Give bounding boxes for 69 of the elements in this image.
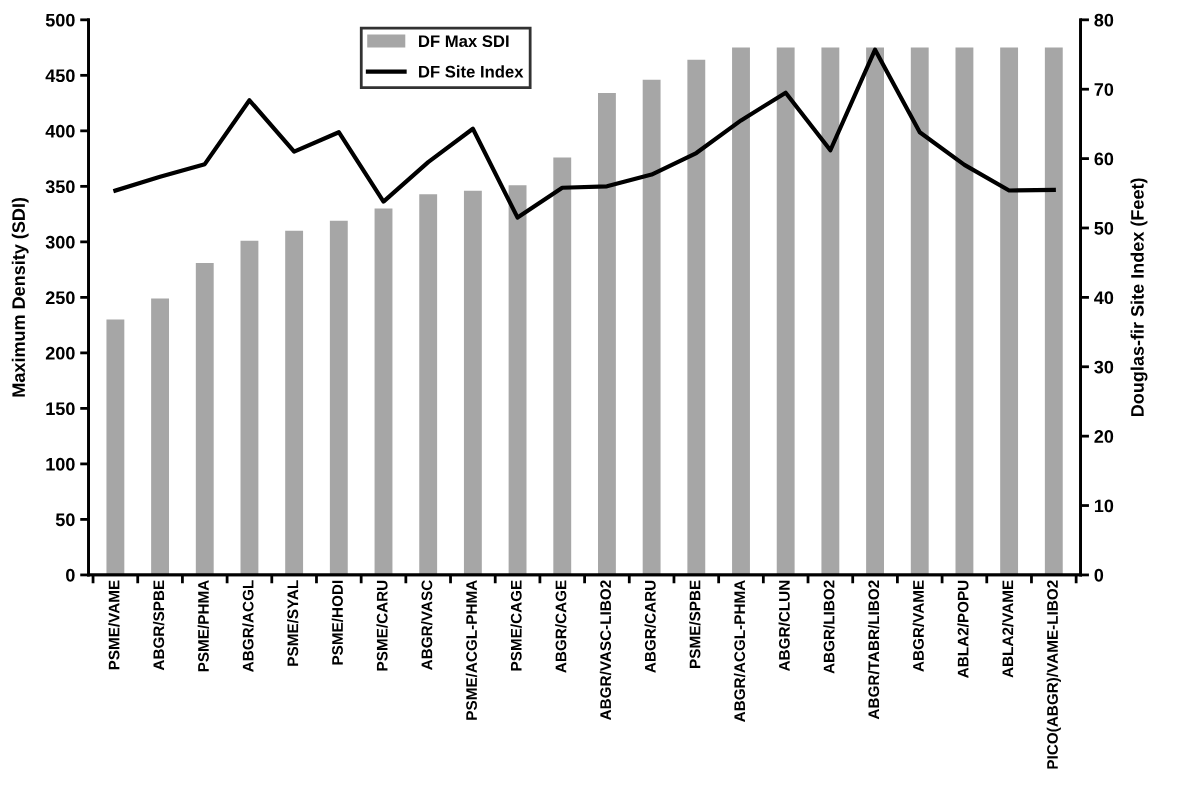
y-tick-label: 350 [45,180,75,194]
bar [910,47,929,575]
y-tick-label: 400 [45,124,75,138]
x-tick-label: ABGR/SPBE [152,580,165,671]
x-tick-label: PSME/CAGE [510,580,522,671]
legend-label: DF Max SDI [419,35,509,48]
y-tick-label: 100 [46,457,75,471]
x-tick-label: PSME/SYAL [287,580,299,666]
y-tick-label: 50 [55,513,75,527]
y2-tick-label: 0 [1094,568,1104,582]
x-tick-label: ABGR/ACGL-PHMA [733,580,746,722]
y-tick-label: 300 [45,235,75,249]
bar [1044,47,1063,575]
y-tick-label: 250 [45,291,75,305]
bar [642,79,661,575]
bar [821,47,840,575]
x-tick-label: PSME/VAME [108,580,120,670]
x-tick-label: ABGR/LIBO2 [823,580,835,674]
y2-tick-label: 70 [1094,83,1114,96]
y-tick-label: 200 [45,346,75,360]
bar [508,185,527,575]
x-tick-label: ABGR/VASC [421,580,433,670]
x-tick-label: ABLA2/VAME [1002,580,1014,678]
y2-tick-label: 50 [1094,221,1114,235]
bar [553,157,572,575]
bar [106,319,125,575]
x-tick-label: ABGR/VAME [912,580,924,672]
bar [955,47,974,575]
bar [687,59,706,575]
y2-tick-label: 20 [1094,430,1114,443]
y2-tick-label: 80 [1094,13,1114,27]
y-tick-label: 500 [45,13,75,27]
bar [598,93,616,575]
line-series [113,47,1056,220]
x-tick-label: ABGR/VASC-LIBO2 [599,580,612,721]
bar [1000,47,1019,575]
bar [285,230,304,575]
x-tick-label: PSME/CARU [376,580,388,671]
y2-tick-label: 30 [1094,360,1114,374]
y-tick-label: 0 [66,568,75,582]
x-tick-label: ABGR/CARU [644,580,656,673]
x-tick-label: ABGR/CLUN [778,580,790,672]
bar [866,47,884,575]
x-tick-label: ABGR/CAGE [555,580,567,673]
x-tick-label: ABGR/TABR/LIBO2 [867,580,880,720]
bar [151,298,170,575]
bar [419,194,438,575]
bar [463,190,482,575]
x-tick-label: PSME/ACGL-PHMA [465,580,478,720]
y2-axis-title: Douglas-fir Site Index (Feet) [1130,178,1148,417]
x-tick-label: PSME/PHMA [197,580,210,672]
legend-label: DF Site Index [419,65,524,78]
y-tick-label: 150 [46,402,75,416]
x-tick-label: PSME/HODI [331,580,344,665]
y2-tick-label: 10 [1094,499,1114,513]
x-tick-label: PSME/SPBE [689,580,701,668]
bar [776,47,795,575]
y-tick-label: 450 [45,69,75,83]
bar [329,220,348,575]
y-axis-title: Maximum Density (SDI) [11,197,29,397]
x-tick-label: ABLA2/POPU [957,580,969,678]
y2-tick-label: 60 [1094,152,1114,166]
x-tick-label: ABGR/ACGL [242,580,254,672]
bar [195,262,214,575]
x-tick-label: PICO(ABGR)/VAME-LIBO2 [1046,580,1061,769]
bar [240,240,259,575]
bar [732,47,750,575]
y2-tick-label: 40 [1094,291,1114,305]
bar [374,208,393,575]
